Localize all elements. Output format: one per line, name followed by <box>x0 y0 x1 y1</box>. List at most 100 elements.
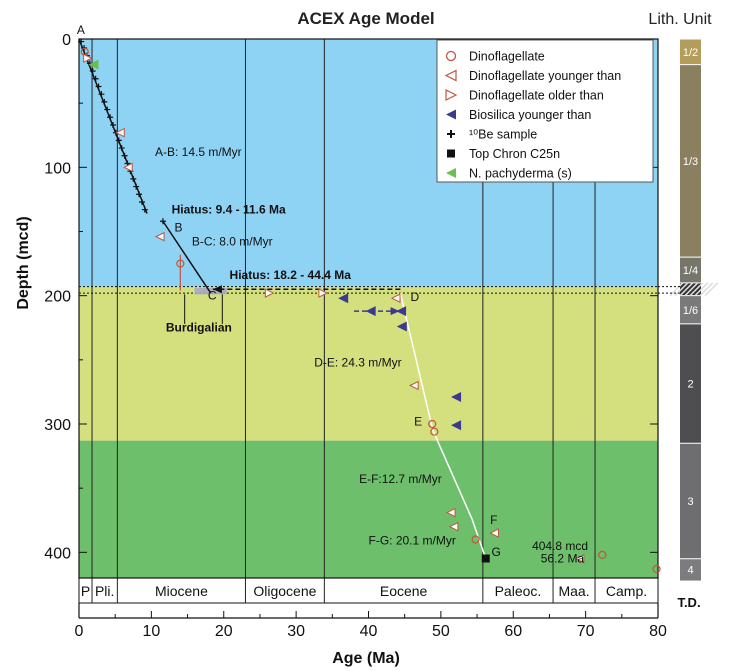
lith-unit-label: 1/6 <box>683 305 698 317</box>
segment-rate-label: E-F:12.7 m/Myr <box>359 472 442 486</box>
legend-marker <box>446 168 456 178</box>
dinoflagellate-younger-point <box>489 528 499 538</box>
be-sample-point <box>101 98 108 105</box>
dinoflagellate-point <box>430 427 439 436</box>
biosilica-younger-point <box>396 306 407 317</box>
burdigalian-box <box>194 287 227 295</box>
be-sample-point <box>95 83 102 90</box>
epoch-label: Oligocene <box>253 583 316 599</box>
lith-bottom-label: T.D. <box>677 595 700 610</box>
dinoflagellate-older-point <box>318 288 329 298</box>
be-sample-point <box>98 91 105 98</box>
npachyderma-point <box>88 59 99 70</box>
dinoflagellate-point <box>471 535 480 544</box>
legend-label: Biosilica younger than <box>469 108 591 122</box>
age-model-segment <box>432 430 473 520</box>
dinoflagellate-younger-point <box>123 162 133 173</box>
annotation-text: Burdigalian <box>166 321 232 335</box>
x-axis-label: Age (Ma) <box>332 650 400 667</box>
be-sample-point <box>130 175 137 182</box>
annotation-text: Hiatus: 9.4 - 11.6 Ma <box>172 203 286 217</box>
be-sample-point <box>115 137 122 144</box>
lith-unit-block <box>680 558 701 581</box>
point-label: G <box>492 545 501 559</box>
be-sample-point <box>141 206 148 213</box>
y-axis-label: Depth (mcd) <box>15 216 32 309</box>
be-sample-point <box>118 145 125 152</box>
x-tick-label: 0 <box>75 623 84 640</box>
legend-label: Dinoflagellate older than <box>469 89 604 103</box>
x-tick-label: 80 <box>649 623 667 640</box>
x-tick-label: 60 <box>504 623 522 640</box>
point-label: E <box>414 414 422 428</box>
biosilica-younger-point <box>451 420 462 431</box>
lith-hatch <box>689 282 704 297</box>
biosilica-younger-point <box>396 321 407 332</box>
x-tick-label: 70 <box>577 623 595 640</box>
dinoflagellate-point <box>598 550 607 560</box>
legend-marker <box>446 109 456 120</box>
legend-box <box>436 39 654 183</box>
biosilica-younger-point <box>338 293 349 304</box>
chart-title: ACEX Age Model <box>297 9 434 28</box>
x-tick-label: 20 <box>215 623 233 640</box>
biosilica-younger-point <box>365 306 376 317</box>
legend-marker <box>444 69 457 82</box>
lith-unit-label: 2 <box>687 379 693 391</box>
y-tick-label: 300 <box>44 417 71 434</box>
legend-marker <box>447 130 455 138</box>
dinoflagellate-younger-point <box>115 127 125 138</box>
point-label: C <box>208 289 217 303</box>
biosilica-younger-point <box>451 392 462 403</box>
be-sample-point <box>104 106 111 113</box>
point-label: B <box>175 221 183 235</box>
segment-rate-label: A-B: 14.5 m/Myr <box>155 145 242 159</box>
annotation-text: 56.2 Ma <box>541 552 585 566</box>
y-tick-label: 400 <box>44 545 71 562</box>
legend-label: ¹⁰Be sample <box>469 128 537 142</box>
segment-rate-label: B-C: 8.0 m/Myr <box>192 235 273 249</box>
be-sample-point <box>78 38 85 45</box>
lith-unit-title: Lith. Unit <box>648 11 712 28</box>
epoch-label: Paleoc. <box>495 583 542 599</box>
lith-unit-label: 1/3 <box>683 156 698 168</box>
be-sample-point <box>136 191 143 198</box>
epoch-label: Miocene <box>155 583 208 599</box>
legend-label: Dinoflagellate <box>469 50 545 64</box>
epoch-label: Maa. <box>558 583 589 599</box>
dinoflagellate-younger-point <box>448 521 459 532</box>
dinoflagellate-point <box>652 564 661 574</box>
dinoflagellate-older-point <box>264 288 275 298</box>
lith-unit-label: 3 <box>687 496 693 508</box>
point-label: A <box>77 23 85 37</box>
point-label: D <box>410 290 419 304</box>
dinoflagellate-point <box>176 259 185 268</box>
lith-unit-block <box>680 64 701 258</box>
depth-zone-band <box>79 440 658 578</box>
be-sample-point <box>110 121 117 128</box>
be-sample-point <box>89 68 96 75</box>
lith-hatch <box>684 282 699 297</box>
annotation-text: Hiatus: 18.2 - 44.4 Ma <box>230 268 352 282</box>
epoch-label: P <box>81 583 90 599</box>
plot-area: P Pli. Miocene Oligocene Eocene Paleoc. Maa. Ca… <box>44 23 667 640</box>
x-tick-label: 30 <box>287 623 305 640</box>
legend-label: N. pachyderma (s) <box>469 167 572 181</box>
lithology-column: 1/2 1/3 1/4 1/6 2 3 4 <box>658 38 719 581</box>
lith-unit-label: 1/4 <box>683 265 698 277</box>
epoch-label: Camp. <box>606 583 647 599</box>
segment-rate-label: D-E: 24.3 m/Myr <box>314 355 401 369</box>
lith-unit-block <box>680 443 701 559</box>
lith-unit-label: 4 <box>687 565 693 577</box>
top-chron-point <box>481 554 490 563</box>
dinoflagellate-younger-point <box>445 507 456 518</box>
y-tick-label: 200 <box>44 289 71 306</box>
dinoflagellate-point <box>428 419 437 429</box>
lith-unit-block <box>680 257 701 283</box>
age-model-segment <box>162 220 212 294</box>
dashed-arrow-head <box>390 307 400 316</box>
point-label: F <box>490 513 497 527</box>
lith-hatch <box>669 282 684 297</box>
x-tick-label: 10 <box>142 623 160 640</box>
